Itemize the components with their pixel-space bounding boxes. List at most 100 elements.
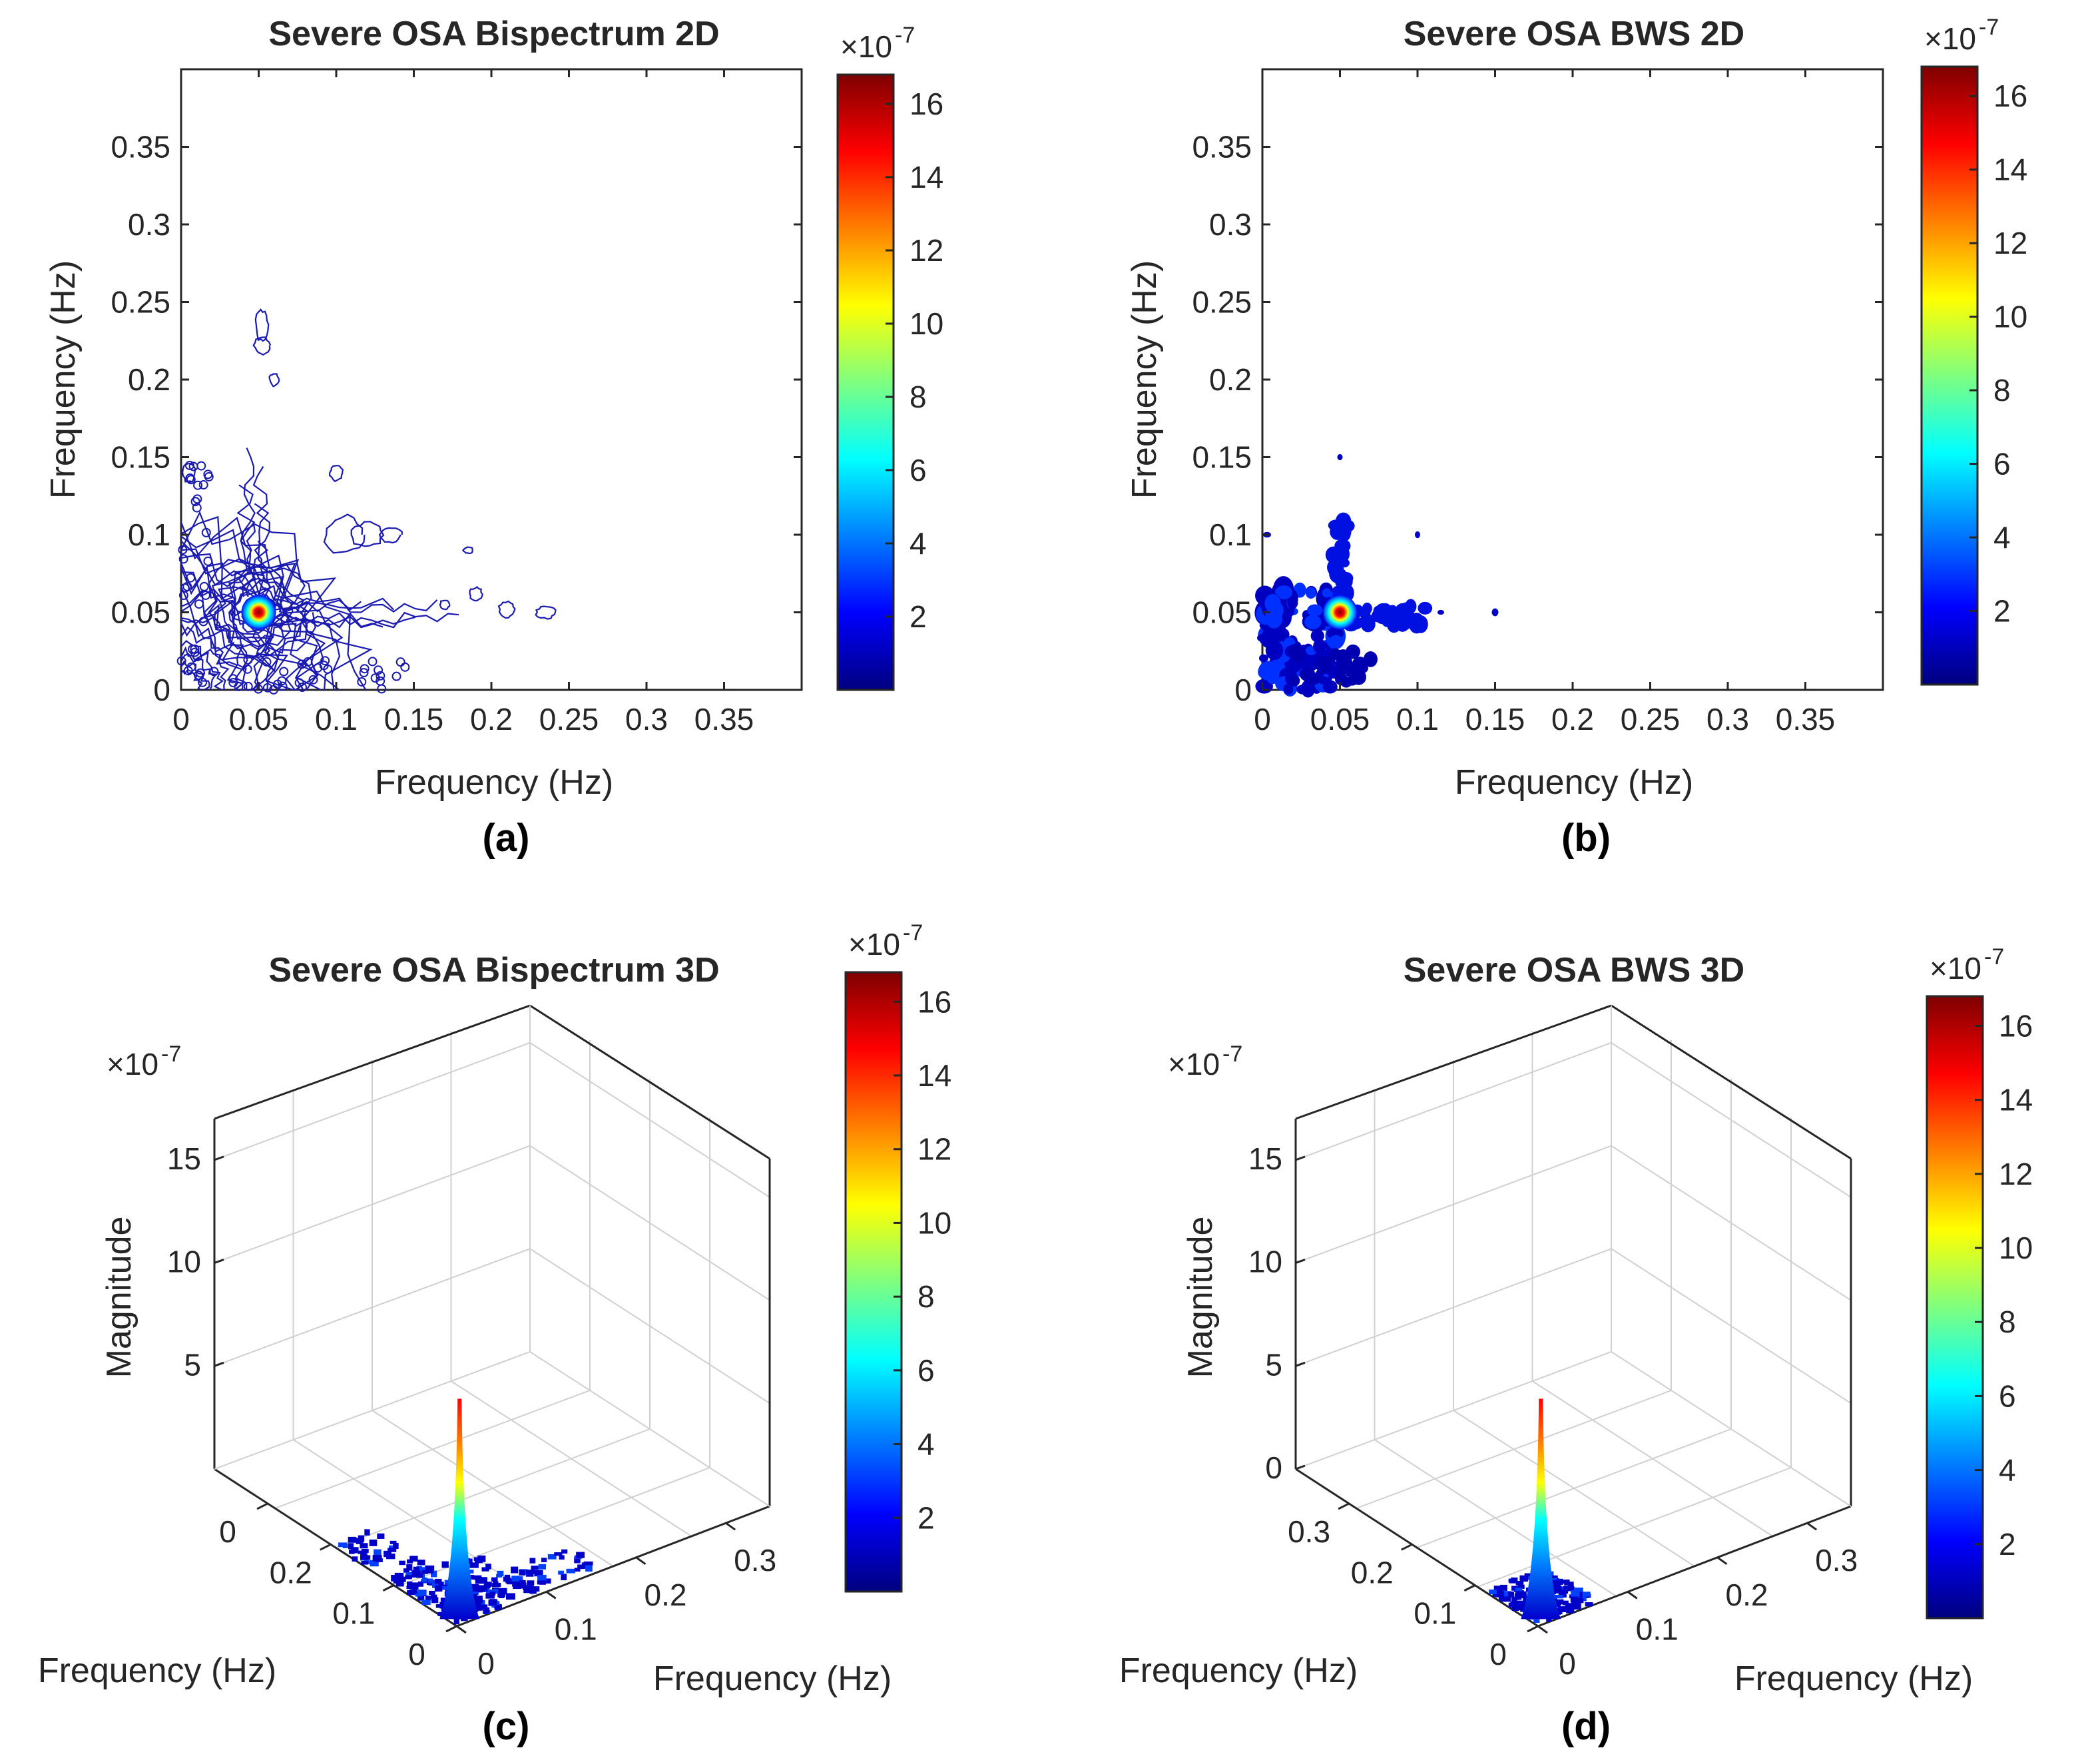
panel-a-contour-island [323, 513, 366, 554]
panel-c-back-edge [214, 1351, 531, 1470]
panel-c-surface-patch [403, 1568, 409, 1573]
panel-a-y-tick-label: 0.05 [111, 595, 170, 630]
panel-a-colorbar-tick-label: 2 [910, 599, 927, 634]
panel-c-surface-patch [348, 1536, 357, 1543]
panel-b-region [1329, 635, 1343, 647]
panel-a-contour-speck [262, 657, 272, 667]
panel-a-contour-island [350, 521, 385, 547]
panel-b-region [1289, 675, 1300, 687]
panel-a-contour-speck [200, 590, 210, 600]
panel-c-surface-patch [537, 1580, 546, 1585]
panel-c-right-axis-ticks: 0 0.1 0.2 0.3 [456, 1522, 776, 1681]
panel-c-surface-patch [349, 1549, 355, 1554]
panel-a-colorbar-tick-label: 14 [910, 160, 943, 194]
panel-c-surface-patch [517, 1582, 527, 1589]
panel-c-surface-patch [411, 1570, 420, 1576]
panel-a-colorbar-tick-label: 10 [910, 306, 943, 341]
panel-c-surface-patch [429, 1590, 435, 1595]
panel-a-contour-peak [232, 587, 284, 635]
panel-d-left-axis-label: Frequency (Hz) [1119, 1651, 1358, 1690]
panel-c-colorbar-tick-label: 6 [917, 1353, 935, 1388]
panel-c-surface-patch [409, 1556, 418, 1562]
panel-c-surface-patch [417, 1594, 425, 1601]
panel-c-surface-patch [537, 1574, 547, 1582]
panel-d-left-tick-label: 0.2 [1351, 1555, 1394, 1590]
panel-c-surface-patch [471, 1584, 479, 1591]
panel-a-bispectrum-2d: Severe OSA Bispectrum 2D 0 0.05 0.1 0.15 0.2… [44, 15, 943, 860]
panel-c-z-multiplier-base: ×10 [107, 1047, 158, 1081]
panel-d-surface-patch [1517, 1584, 1525, 1590]
panel-a-contour-peak [228, 577, 296, 648]
panel-a-contour-vertical-arm [236, 484, 256, 597]
panel-d-left-tick-label: 0 [1489, 1637, 1507, 1671]
panel-b-region [1264, 594, 1281, 613]
panel-c-colorbar-multiplier: ×10 [848, 927, 900, 962]
panel-a-contour-speck [194, 670, 204, 680]
panel-c-surface-patch [559, 1555, 565, 1560]
panel-b-region [1373, 605, 1386, 616]
panel-a-colorbar-tick-label: 4 [910, 526, 927, 561]
panel-a-contour-island [254, 308, 270, 342]
panel-c-surface-patch [481, 1577, 487, 1582]
panel-b-colorbar-scale [1920, 65, 1979, 686]
panel-c-surface-patch [519, 1569, 525, 1576]
panel-c-surface-patch [389, 1545, 397, 1549]
panel-d-right-tick-label: 0.2 [1725, 1578, 1768, 1612]
panel-d-z-grid-line [1295, 1248, 1852, 1404]
panel-b-colorbar-tick-label: 16 [1993, 79, 2027, 113]
panel-a-contour-speck [228, 674, 238, 684]
panel-d-right-tick-mark [1537, 1625, 1548, 1634]
panel-c-right-tick-label: 0 [477, 1646, 495, 1681]
panel-b-region [1330, 648, 1340, 658]
panel-c-surface-patch [432, 1582, 439, 1588]
panel-b-region [1276, 628, 1290, 641]
panel-d-surface-patch [1500, 1597, 1509, 1602]
panel-b-region [1363, 651, 1378, 667]
panel-d-z-multiplier: ×10 -7 [1168, 1041, 1242, 1081]
panel-d-surface-patch [1585, 1602, 1593, 1607]
panel-c-surface-patch [476, 1607, 483, 1611]
panel-b-y-tick-label: 0.15 [1192, 440, 1252, 475]
panel-c-floor-grid-line [395, 1467, 710, 1588]
panel-d-surface-patch [1499, 1584, 1507, 1592]
panel-a-contour-speck [194, 599, 204, 609]
panel-a-contour-speck [400, 662, 410, 672]
panel-c-surface-patch [374, 1549, 382, 1556]
panel-d-surface-patch [1495, 1591, 1504, 1598]
panel-a-contour-speck [262, 683, 272, 693]
panel-b-y-tick-label: 0.1 [1209, 517, 1252, 552]
panel-c-right-tick-mark [635, 1556, 647, 1566]
panel-d-floor-grid-line [1477, 1467, 1792, 1588]
panel-a-contour-island [535, 605, 557, 620]
panel-b-region [1322, 588, 1332, 598]
panel-d-surface-patch [1570, 1596, 1578, 1603]
panel-c-surface-patch [434, 1585, 443, 1592]
panel-a-colorbar-scale [836, 73, 895, 691]
panel-d-z-tick-mark [1295, 1155, 1306, 1161]
panel-c-surface-patch [372, 1555, 382, 1562]
panel-a-contour-peak [208, 567, 310, 658]
panel-c-surface-patch [441, 1561, 449, 1568]
panel-c-left-tick-mark [445, 1625, 457, 1633]
panel-d-surface-patch [1575, 1598, 1584, 1604]
panel-c-back-edge [529, 1351, 770, 1507]
panel-d-surface-patch [1558, 1591, 1567, 1598]
panel-c-right-tick-mark [545, 1591, 557, 1600]
panel-b-region [1382, 618, 1393, 627]
panel-a-x-tick-label: 0.35 [694, 702, 754, 736]
panel-c-surface-patch [421, 1600, 431, 1605]
panel-c-surface-patch [492, 1588, 500, 1594]
panel-a-contour-speck [313, 663, 323, 673]
panel-a-contour-origin [180, 669, 203, 691]
panel-a-peak-marker [241, 595, 276, 630]
panel-b-x-ticks: 0 0.05 0.1 0.15 0.2 0.25 0.3 0.35 [1254, 69, 1835, 736]
panel-d-left-tick-mark [1401, 1543, 1413, 1551]
panel-c-left-tick-mark [320, 1543, 332, 1551]
panel-c-surface-patch [489, 1592, 496, 1596]
panel-b-x-label: Frequency (Hz) [1455, 763, 1693, 802]
panel-c-surface-patch [585, 1565, 593, 1572]
panel-b-colorbar-exponent: -7 [1979, 15, 1999, 40]
panel-c-z-tick-mark [214, 1155, 224, 1161]
panel-b-y-tick-label: 0.2 [1209, 362, 1252, 397]
panel-d-surface-patch [1507, 1592, 1514, 1598]
